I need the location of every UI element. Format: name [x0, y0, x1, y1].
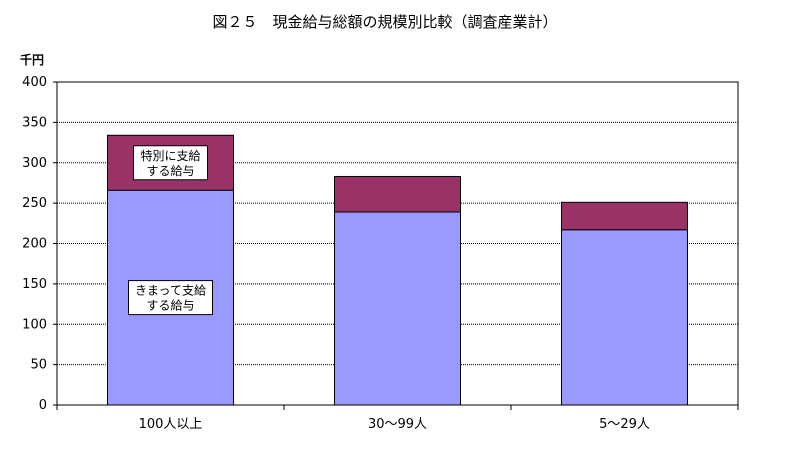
y-axis-unit: 千円 [20, 52, 44, 67]
bar-segment-regular [334, 211, 461, 406]
y-tick-label: 100 [22, 317, 47, 332]
y-tick-label: 350 [22, 115, 47, 130]
y-tick-label: 0 [39, 398, 47, 413]
bar-segment-special [561, 201, 688, 231]
bar-segment-special [334, 175, 461, 213]
series-label-box [128, 280, 213, 316]
y-tick-label: 250 [22, 196, 47, 211]
plot-area-frame [56, 81, 739, 406]
series-label-text: きまって支給 [135, 284, 206, 298]
chart-title: 図２５ 現金給与総額の規模別比較（調査産業計） [212, 13, 557, 31]
y-tick-label: 150 [22, 277, 47, 292]
bar-segment-regular [561, 229, 688, 406]
x-category-label: 100人以上 [139, 417, 203, 432]
series-label-box [133, 145, 208, 181]
y-tick-label: 200 [22, 237, 47, 252]
x-category-label: 30～99人 [368, 417, 427, 432]
x-axis-ticks: 100人以上 30～99人 5～29人 [56, 405, 739, 432]
y-tick-label: 300 [22, 156, 47, 171]
y-tick-label: 50 [30, 358, 47, 373]
series-label-text: する給与 [146, 164, 194, 178]
series-label-text: する給与 [146, 299, 194, 313]
x-category-label: 5～29人 [599, 417, 650, 432]
series-label-text: 特別に支給 [140, 148, 200, 163]
y-axis-ticks: 0 50 100 150 200 250 300 350 400 [22, 75, 57, 413]
y-tick-label: 400 [22, 75, 47, 90]
